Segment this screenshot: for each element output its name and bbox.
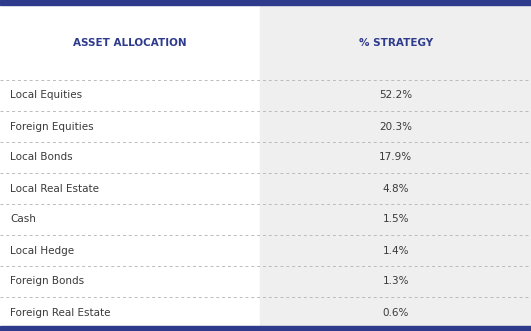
Bar [0, 326, 531, 331]
Text: 4.8%: 4.8% [382, 183, 409, 194]
Text: 1.3%: 1.3% [382, 276, 409, 287]
Text: 1.5%: 1.5% [382, 214, 409, 224]
Text: Local Real Estate: Local Real Estate [10, 183, 99, 194]
Text: % STRATEGY: % STRATEGY [358, 37, 433, 48]
Text: 0.6%: 0.6% [382, 307, 409, 317]
Text: 20.3%: 20.3% [379, 121, 412, 131]
Text: Local Hedge: Local Hedge [10, 246, 74, 256]
Bar [260, 5, 531, 326]
Text: Foreign Real Estate: Foreign Real Estate [10, 307, 110, 317]
Text: 52.2%: 52.2% [379, 90, 412, 101]
Text: 1.4%: 1.4% [382, 246, 409, 256]
Text: Cash: Cash [10, 214, 36, 224]
Text: ASSET ALLOCATION: ASSET ALLOCATION [73, 37, 187, 48]
Text: 17.9%: 17.9% [379, 153, 412, 163]
Text: Local Bonds: Local Bonds [10, 153, 73, 163]
Text: Local Equities: Local Equities [10, 90, 82, 101]
Text: Foreign Equities: Foreign Equities [10, 121, 93, 131]
Bar [0, 0, 531, 5]
Text: Foreign Bonds: Foreign Bonds [10, 276, 84, 287]
